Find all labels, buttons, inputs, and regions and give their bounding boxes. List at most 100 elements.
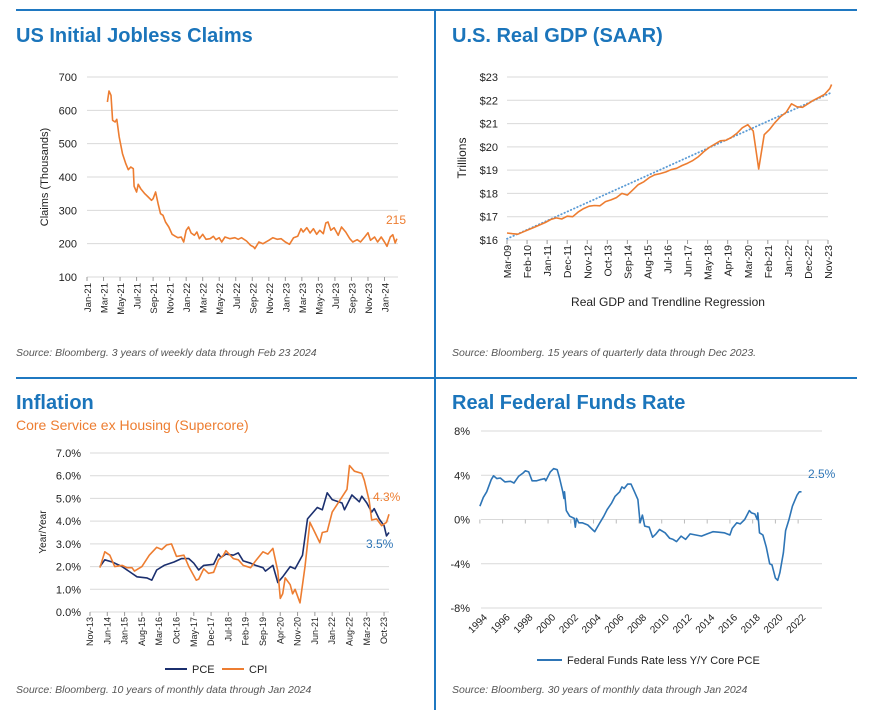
inflation-x-tick-label: Jun-14 (102, 617, 112, 645)
inflation-cpi-line (99, 464, 390, 604)
gdp-y-tick-label: $16 (480, 235, 498, 247)
gdp-x-tick-label: Sep-14 (622, 245, 634, 279)
gdp-y-tick-label: $17 (480, 212, 498, 224)
inflation-y-tick-label: 7.0% (56, 448, 81, 460)
vertical-divider (434, 9, 436, 710)
inflation-x-tick-label: Mar-23 (362, 617, 372, 646)
claims-x-tick-label: Jul-22 (232, 283, 243, 309)
fedfunds-x-tick-label: 2008 (626, 612, 650, 636)
inflation-x-tick-label: Nov-13 (85, 617, 95, 646)
inflation-source: Source: Bloomberg. 10 years of monthly d… (16, 684, 312, 696)
inflation-x-tick-label: Jul-18 (223, 617, 233, 642)
claims-series-line (106, 90, 398, 250)
gdp-title: U.S. Real GDP (SAAR) (452, 25, 663, 47)
gdp-y-axis-label: Trillions (455, 138, 469, 179)
claims-source: Source: Bloomberg. 3 years of weekly dat… (16, 347, 317, 359)
inflation-x-tick-label: Aug-22 (344, 617, 354, 646)
claims-last-value-label: 215 (386, 213, 406, 227)
gdp-x-tick-label: Dec-11 (562, 245, 574, 278)
fedfunds-x-tick-label: 1996 (489, 612, 513, 636)
inflation-x-tick-label: Sep-19 (258, 617, 268, 646)
legend-pce-label: PCE (192, 664, 215, 676)
claims-x-tick-label: May-23 (314, 283, 325, 315)
fedfunds-x-tick-label: 2010 (648, 612, 672, 636)
gdp-trendline (506, 92, 831, 240)
fedfunds-y-tick-label: 0% (454, 515, 470, 527)
claims-y-tick-label: 700 (59, 72, 77, 84)
gdp-x-tick-label: Aug-15 (642, 245, 654, 279)
gdp-x-tick-label: Feb-10 (522, 245, 534, 278)
gdp-y-tick-label: $20 (480, 142, 498, 154)
fedfunds-last-value-label: 2.5% (808, 467, 836, 481)
fedfunds-x-tick-label: 2002 (557, 612, 581, 636)
gdp-x-axis-label: Real GDP and Trendline Regression (571, 295, 765, 309)
gdp-x-tick-label: Jan-11 (542, 245, 554, 276)
gdp-x-tick-label: Dec-22 (803, 245, 815, 279)
claims-y-tick-label: 500 (59, 139, 77, 151)
fedfunds-title: Real Federal Funds Rate (452, 392, 686, 414)
inflation-x-tick-label: Jan-15 (120, 617, 130, 645)
inflation-y-tick-label: 5.0% (56, 493, 81, 505)
inflation-x-tick-label: Jan-22 (327, 617, 337, 645)
inflation-y-tick-label: 0.0% (56, 607, 81, 619)
claims-y-tick-label: 100 (59, 272, 77, 284)
gdp-x-tick-label: Mar-20 (743, 245, 755, 278)
inflation-y-tick-label: 4.0% (56, 516, 81, 528)
fedfunds-y-tick-label: -8% (450, 603, 470, 615)
claims-x-tick-label: Jul-21 (133, 283, 144, 309)
claims-x-tick-label: Sep-22 (248, 283, 259, 314)
inflation-x-tick-label: Oct-23 (379, 617, 389, 644)
gdp-source: Source: Bloomberg. 15 years of quarterly… (452, 347, 757, 359)
fedfunds-x-tick-label: 2004 (580, 612, 604, 636)
fedfunds-x-tick-label: 2012 (671, 612, 695, 636)
inflation-x-tick-label: Oct-16 (171, 617, 181, 644)
inflation-y-tick-label: 2.0% (56, 562, 81, 574)
horizontal-divider (16, 377, 857, 379)
inflation-x-tick-label: Nov-20 (293, 617, 303, 646)
gdp-x-tick-label: Nov-12 (582, 245, 594, 279)
claims-x-tick-label: Sep-23 (347, 283, 358, 314)
claims-y-tick-label: 400 (59, 172, 77, 184)
claims-x-tick-label: Nov-22 (265, 283, 276, 314)
gdp-x-tick-label: May-18 (703, 245, 715, 280)
gdp-x-tick-label: Jan-22 (783, 245, 795, 277)
claims-x-tick-label: Jan-23 (281, 283, 292, 312)
claims-x-tick-label: Jan-22 (182, 283, 193, 312)
gdp-x-tick-label: Nov-23 (823, 245, 835, 279)
claims-title: US Initial Jobless Claims (16, 25, 253, 47)
cpi-last-value-label: 4.3% (373, 490, 401, 504)
claims-x-tick-label: Jul-23 (331, 283, 342, 309)
claims-x-tick-label: Mar-22 (199, 283, 210, 313)
gdp-x-tick-label: Jun-17 (683, 245, 695, 277)
claims-x-tick-label: Jan-24 (381, 283, 392, 312)
inflation-subtitle: Core Service ex Housing (Supercore) (16, 417, 249, 433)
inflation-y-axis-label: Year/Year (38, 510, 49, 554)
gdp-y-tick-label: $23 (480, 72, 498, 84)
gdp-series-line (506, 84, 833, 235)
inflation-x-tick-label: Dec-17 (206, 617, 216, 646)
gdp-x-tick-label: Jul-16 (663, 245, 675, 274)
claims-x-tick-label: May-21 (116, 283, 127, 315)
gdp-y-tick-label: $22 (480, 95, 498, 107)
legend-fedfunds-label: Federal Funds Rate less Y/Y Core PCE (567, 655, 760, 667)
pce-last-value-label: 3.5% (366, 537, 394, 551)
fedfunds-source: Source: Bloomberg. 30 years of monthly d… (452, 684, 748, 696)
fedfunds-x-tick-label: 2018 (739, 612, 763, 636)
fedfunds-x-tick-label: 2022 (785, 612, 809, 636)
inflation-pce-line (99, 492, 390, 584)
inflation-x-tick-label: Apr-20 (275, 617, 285, 644)
gdp-x-tick-label: Apr-19 (723, 245, 735, 277)
fedfunds-x-tick-label: 1998 (512, 612, 536, 636)
inflation-x-tick-label: May-17 (189, 617, 199, 647)
fedfunds-x-tick-label: 2014 (694, 612, 718, 636)
gdp-x-tick-label: Oct-13 (602, 245, 614, 277)
fedfunds-x-tick-label: 1994 (466, 612, 490, 636)
claims-y-axis-label: Claims (Thousands) (39, 128, 51, 226)
top-rule (16, 9, 857, 11)
inflation-y-tick-label: 1.0% (56, 584, 81, 596)
claims-x-tick-label: Mar-21 (100, 283, 111, 313)
inflation-y-tick-label: 3.0% (56, 539, 81, 551)
gdp-y-tick-label: $18 (480, 188, 498, 200)
claims-x-tick-label: Sep-21 (149, 283, 160, 314)
claims-y-tick-label: 600 (59, 105, 77, 117)
